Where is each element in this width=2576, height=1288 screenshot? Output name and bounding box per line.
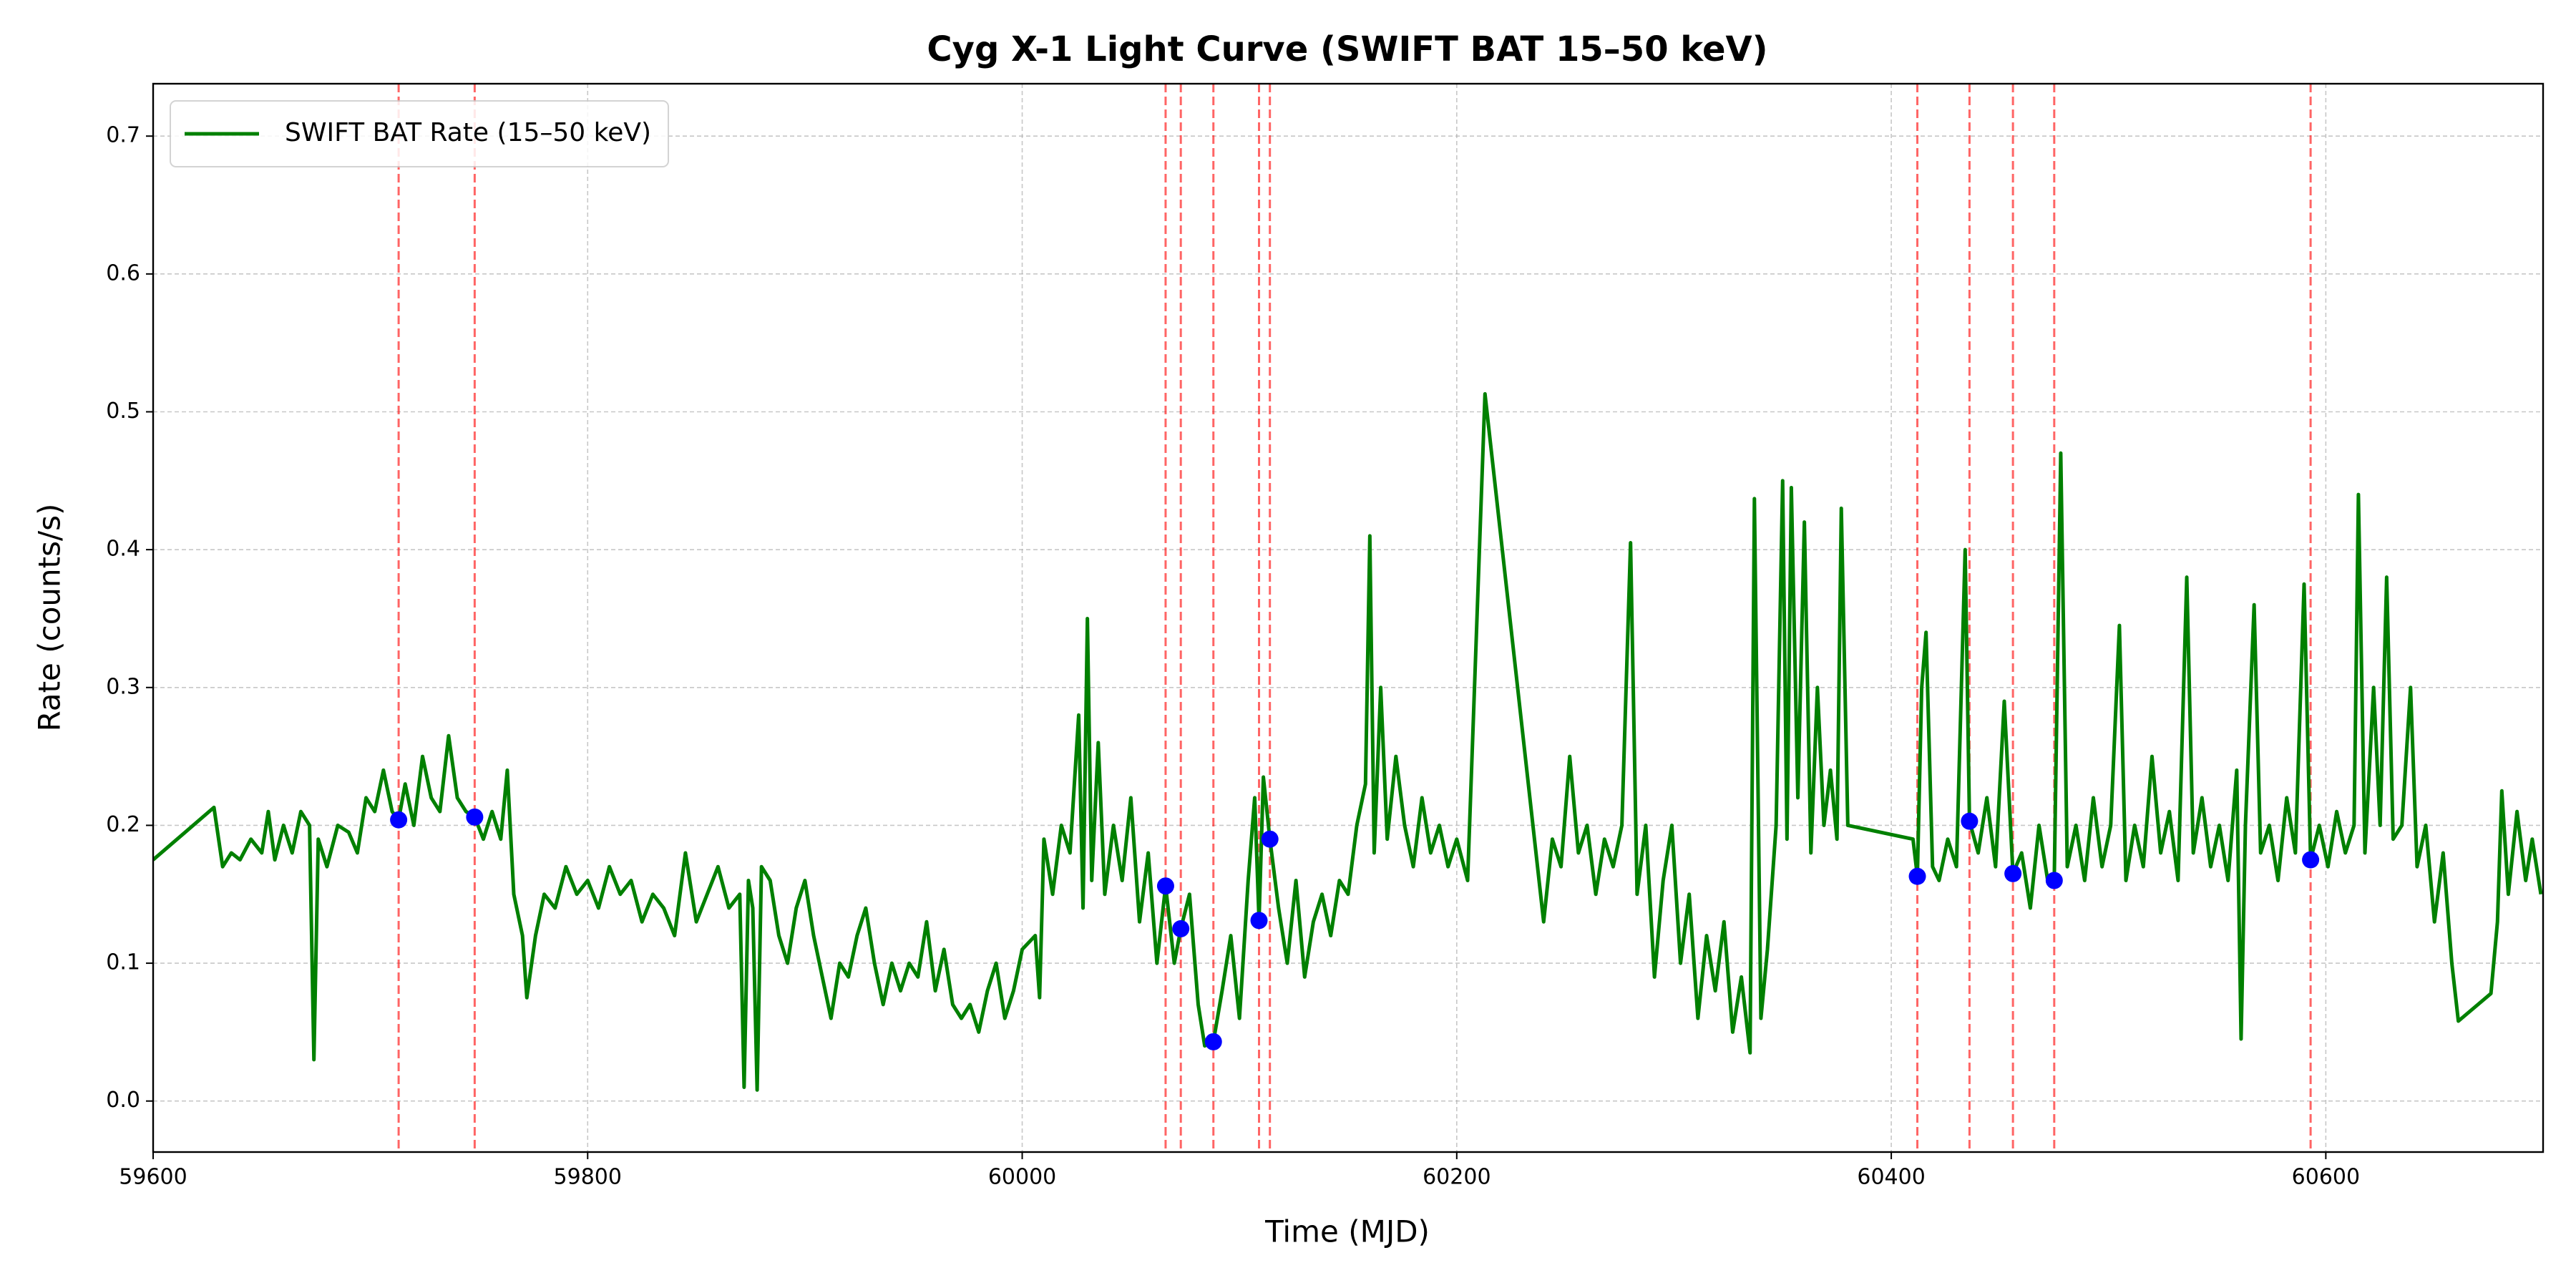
marker xyxy=(1172,919,1190,937)
y-axis-label: Rate (counts/s) xyxy=(32,504,67,732)
x-tick-label: 59800 xyxy=(554,1165,622,1190)
y-tick-label: 0.3 xyxy=(106,674,140,699)
x-axis-label: Time (MJD) xyxy=(1264,1214,1430,1249)
chart-title: Cyg X-1 Light Curve (SWIFT BAT 15–50 keV… xyxy=(927,29,1767,69)
plot-frame xyxy=(152,82,2545,1153)
marker xyxy=(2045,872,2063,889)
marker xyxy=(1204,1033,1222,1050)
x-tick-label: 59600 xyxy=(119,1165,187,1190)
marker xyxy=(1261,830,1279,848)
y-tick-label: 0.5 xyxy=(106,399,140,424)
legend-label: SWIFT BAT Rate (15–50 keV) xyxy=(285,118,651,147)
x-tick-label: 60600 xyxy=(2292,1165,2360,1190)
y-tick-label: 0.4 xyxy=(106,537,140,562)
marker xyxy=(390,811,408,829)
light-curve xyxy=(153,391,2543,1092)
marker xyxy=(1908,867,1926,885)
y-tick-label: 0.0 xyxy=(106,1088,140,1113)
x-tick-label: 60000 xyxy=(988,1165,1056,1190)
x-tick-label: 60400 xyxy=(1857,1165,1925,1190)
y-tick-label: 0.2 xyxy=(106,812,140,837)
legend-box xyxy=(170,100,670,167)
plot-area xyxy=(153,84,2543,1152)
legend: SWIFT BAT Rate (15–50 keV) xyxy=(170,100,670,167)
y-tick-label: 0.7 xyxy=(106,123,140,148)
y-tick-label: 0.1 xyxy=(106,950,140,975)
marker xyxy=(1961,812,1979,830)
marker xyxy=(1250,912,1268,930)
marker xyxy=(2302,851,2320,869)
y-tick-label: 0.6 xyxy=(106,260,140,286)
marker xyxy=(1156,877,1174,895)
marker xyxy=(2004,864,2022,882)
marker xyxy=(466,808,484,826)
x-tick-label: 60200 xyxy=(1423,1165,1491,1190)
